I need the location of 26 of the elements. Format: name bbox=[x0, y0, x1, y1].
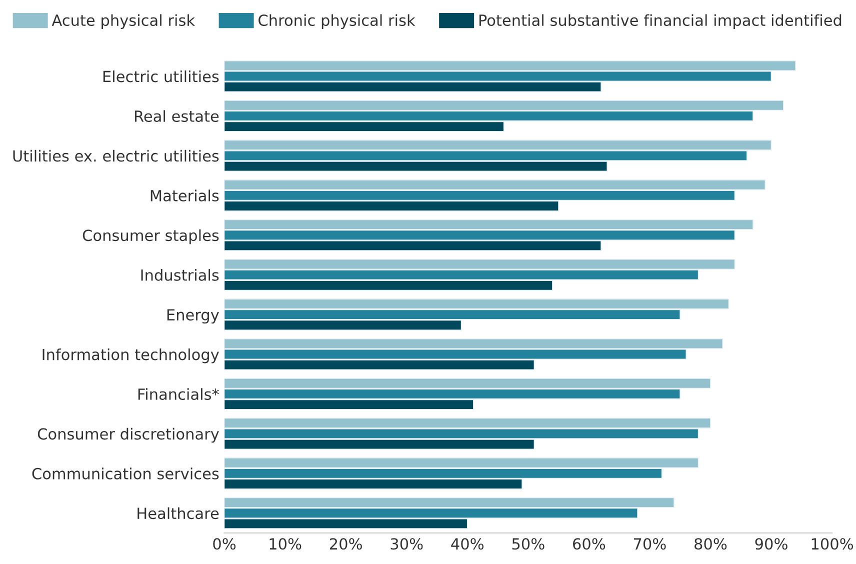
y-tick-label: Energy bbox=[167, 309, 219, 324]
legend-label: Acute physical risk bbox=[52, 14, 196, 29]
x-tick-label: 10% bbox=[270, 538, 302, 550]
y-tick-label: Materials bbox=[150, 190, 219, 202]
y-tick-label: Healthcare bbox=[138, 507, 219, 520]
x-tick-label: 40% bbox=[451, 538, 484, 550]
y-tick-label: Real estate bbox=[135, 110, 219, 122]
y-tick-label: Electric utilities bbox=[103, 70, 219, 82]
x-tick-label: 70% bbox=[634, 538, 666, 550]
x-tick-label: 0% bbox=[213, 538, 236, 550]
y-tick-label: Information technology bbox=[42, 348, 219, 364]
y-tick-label: Utilities ex. electric utilities bbox=[13, 150, 219, 162]
y-tick-label: Industrials bbox=[141, 269, 219, 281]
x-tick-label: 30% bbox=[390, 538, 423, 550]
y-tick-label: Consumer staples bbox=[82, 229, 219, 244]
x-tick-label: 50% bbox=[512, 538, 544, 550]
legend-label: Chronic physical risk bbox=[258, 14, 416, 29]
y-tick-label: Consumer discretionary bbox=[38, 428, 219, 443]
x-tick-label: 80% bbox=[694, 538, 727, 550]
x-tick-label: 60% bbox=[573, 538, 606, 550]
x-tick-label: 100% bbox=[812, 538, 854, 550]
y-tick-label: Financials* bbox=[138, 388, 219, 400]
x-tick-label: 90% bbox=[755, 538, 788, 550]
x-tick-label: 20% bbox=[330, 538, 362, 550]
legend-label: Potential substantive financial impact identified bbox=[479, 14, 842, 29]
y-tick-label: Communication services bbox=[32, 468, 219, 480]
